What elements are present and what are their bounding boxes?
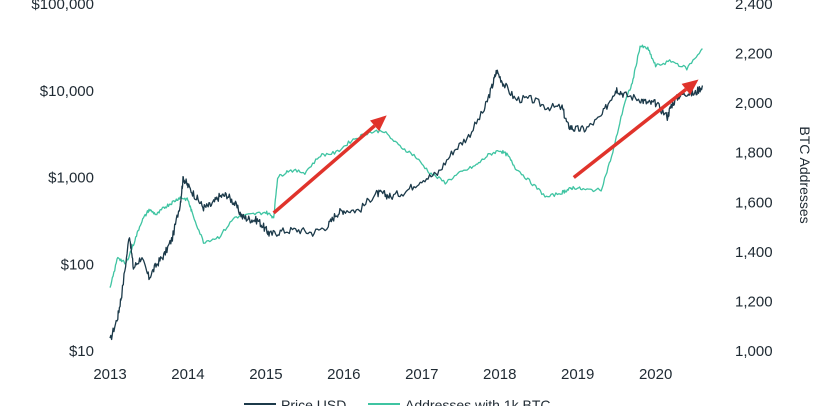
x-tick-label: 2013: [93, 366, 126, 383]
legend-label-price: Price USD: [281, 397, 346, 406]
right-axis-ticks: 1,000 1,200 1,400 1,600 1,800 2,000 2,200 2,400: [735, 0, 773, 360]
addresses-1k-btc-line: [109, 44, 703, 288]
price-usd-line: [109, 69, 704, 341]
series-layer: [109, 44, 704, 341]
x-tick-label: 2020: [639, 366, 672, 383]
right-tick-label: 2,200: [735, 46, 773, 63]
trend-arrow-head: [370, 115, 387, 132]
right-tick-label: 1,000: [735, 343, 773, 360]
legend: Price USD Addresses with 1k BTC: [244, 397, 551, 406]
right-tick-label: 1,800: [735, 145, 773, 162]
right-tick-label: 1,600: [735, 194, 773, 211]
trend-arrow-shaft: [572, 87, 688, 179]
trend-arrow-shaft: [272, 124, 376, 215]
left-tick-label: $100: [61, 256, 94, 273]
left-tick-label: $1,000: [48, 170, 94, 187]
x-tick-label: 2018: [483, 366, 516, 383]
legend-label-addresses: Addresses with 1k BTC: [405, 397, 551, 406]
trend-arrow-head: [681, 79, 699, 95]
x-tick-label: 2014: [171, 366, 204, 383]
x-axis-ticks: 2013 2014 2015 2016 2017 2018 2019 2020: [93, 366, 672, 383]
left-tick-label: $10: [69, 343, 94, 360]
x-tick-label: 2017: [405, 366, 438, 383]
right-tick-label: 2,000: [735, 95, 773, 112]
x-tick-label: 2015: [249, 366, 282, 383]
right-tick-label: 1,200: [735, 293, 773, 310]
right-tick-label: 1,400: [735, 244, 773, 261]
left-tick-label: $100,000: [31, 0, 94, 13]
arrow-layer: [272, 79, 699, 215]
left-axis-ticks: $10 $100 $1,000 $10,000 $100,000: [31, 0, 94, 360]
x-tick-label: 2019: [561, 366, 594, 383]
left-tick-label: $10,000: [40, 83, 94, 100]
right-tick-label: 2,400: [735, 0, 773, 13]
right-axis-title: BTC Addresses: [797, 126, 813, 223]
x-tick-label: 2016: [327, 366, 360, 383]
